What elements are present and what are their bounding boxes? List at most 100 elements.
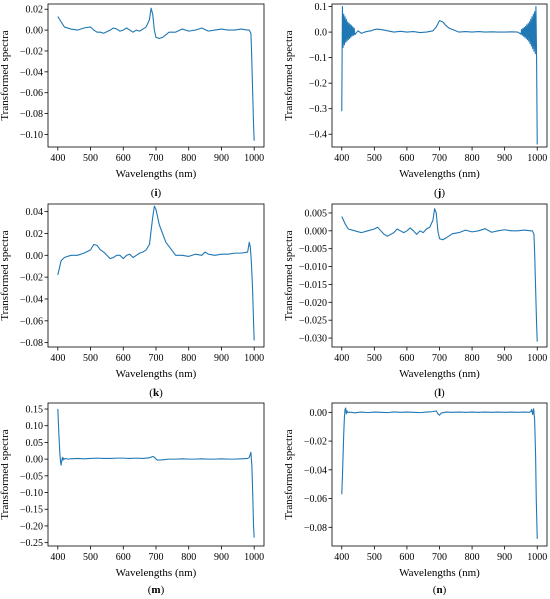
x-tick-label: 600 [116,153,131,164]
x-tick-label: 700 [432,153,447,164]
y-tick-label: −0.030 [299,334,327,345]
y-tick-label: −0.04 [304,465,327,476]
x-tick-label: 700 [149,552,164,563]
y-tick-label: −0.04 [20,67,43,78]
y-axis-label: Transformed spectra [0,230,11,320]
series-line [57,408,255,538]
x-tick-label: 400 [50,153,65,164]
x-tick-label: 800 [181,552,196,563]
series-line [341,208,538,342]
x-tick-label: 500 [83,353,98,364]
y-axis-label: Transformed spectra [283,230,295,320]
y-tick-label: 0.005 [305,208,328,219]
x-tick-label: 1000 [244,353,264,364]
panel-label: (j) [434,187,445,199]
x-tick-label: 800 [181,353,196,364]
x-axis-label: Wavelengths (nm) [399,168,480,180]
y-tick-label: −0.15 [20,505,43,516]
y-tick-label: −0.010 [299,262,327,273]
y-tick-label: −0.025 [299,316,327,327]
plot-frame [47,3,265,148]
x-tick-label: 900 [497,552,512,563]
x-tick-label: 900 [214,353,229,364]
y-tick-label: −0.08 [20,338,43,349]
x-tick-label: 400 [50,552,65,563]
chart-panel: 400 500 600 700 800 900 1000 0.02 0.00 −0.02 −0.04… [0,3,265,199]
y-tick-label: 0.00 [26,455,44,466]
y-tick-label: 0.000 [305,226,328,237]
x-tick-label: 600 [399,552,414,563]
x-tick-label: 400 [334,552,349,563]
y-tick-label: −0.02 [304,437,327,448]
y-tick-label: −0.1 [309,53,327,64]
x-tick-label: 600 [399,353,414,364]
x-tick-label: 600 [116,552,131,563]
y-tick-label: −0.2 [309,79,327,90]
y-tick-label: 0.02 [26,5,44,16]
x-tick-label: 700 [149,153,164,164]
panel-label: (n) [433,584,447,596]
x-tick-label: 800 [465,353,480,364]
y-tick-label: 0.0 [315,28,328,39]
plot-frame [47,402,265,547]
y-tick-label: 0.10 [26,421,44,432]
x-tick-label: 800 [465,153,480,164]
y-tick-label: 0.05 [26,438,44,449]
series-line [341,6,538,145]
y-tick-label: 0.15 [26,405,44,416]
plot-frame [47,203,265,348]
y-axis-label: Transformed spectra [0,30,11,120]
x-tick-label: 1000 [244,552,264,563]
y-tick-label: −0.020 [299,298,327,309]
y-tick-label: −0.10 [20,130,43,141]
y-tick-label: −0.05 [20,471,43,482]
x-tick-label: 500 [83,552,98,563]
x-axis-label: Wavelengths (nm) [399,567,480,579]
panel-label: (i) [151,187,162,199]
x-tick-label: 1000 [527,153,547,164]
x-tick-label: 900 [214,153,229,164]
series-line [57,7,255,141]
y-tick-label: −0.4 [309,130,327,141]
y-axis-label: Transformed spectra [283,30,295,120]
y-tick-label: −0.06 [304,494,327,505]
y-tick-label: −0.04 [20,294,43,305]
y-tick-label: −0.25 [20,538,43,549]
x-tick-label: 700 [432,353,447,364]
x-tick-label: 400 [334,153,349,164]
y-tick-label: −0.20 [20,521,43,532]
y-tick-label: 0.02 [26,229,44,240]
chart-panel: 400 500 600 700 800 900 1000 0.00 −0.02 −0.04 −0.0… [283,402,548,596]
series-line [341,407,538,539]
y-tick-label: −0.08 [20,109,43,120]
y-tick-label: 0.00 [310,408,328,419]
y-tick-label: −0.06 [20,316,43,327]
x-tick-label: 900 [497,153,512,164]
y-tick-label: −0.08 [304,523,327,534]
y-tick-label: −0.10 [20,488,43,499]
y-tick-label: −0.3 [309,104,327,115]
x-axis-label: Wavelengths (nm) [399,368,480,380]
x-tick-label: 1000 [527,552,547,563]
x-tick-label: 1000 [527,353,547,364]
y-tick-label: −0.06 [20,88,43,99]
x-axis-label: Wavelengths (nm) [116,168,197,180]
x-tick-label: 900 [214,552,229,563]
plot-frame [331,203,548,348]
y-tick-label: 0.00 [26,26,44,37]
y-tick-label: −0.02 [20,273,43,284]
x-tick-label: 600 [399,153,414,164]
x-axis-label: Wavelengths (nm) [116,567,197,579]
y-tick-label: −0.015 [299,280,327,291]
x-tick-label: 500 [83,153,98,164]
panel-label: (k) [149,387,163,399]
plot-frame [331,3,548,148]
chart-panel: 400 500 600 700 800 900 1000 0.1 0.0 −0.1 −0.2 −0.3… [283,2,548,199]
y-tick-label: 0.1 [315,2,328,13]
x-tick-label: 700 [432,552,447,563]
x-tick-label: 400 [334,353,349,364]
series-line [57,205,255,341]
x-tick-label: 1000 [244,153,264,164]
plot-frame [331,402,548,547]
